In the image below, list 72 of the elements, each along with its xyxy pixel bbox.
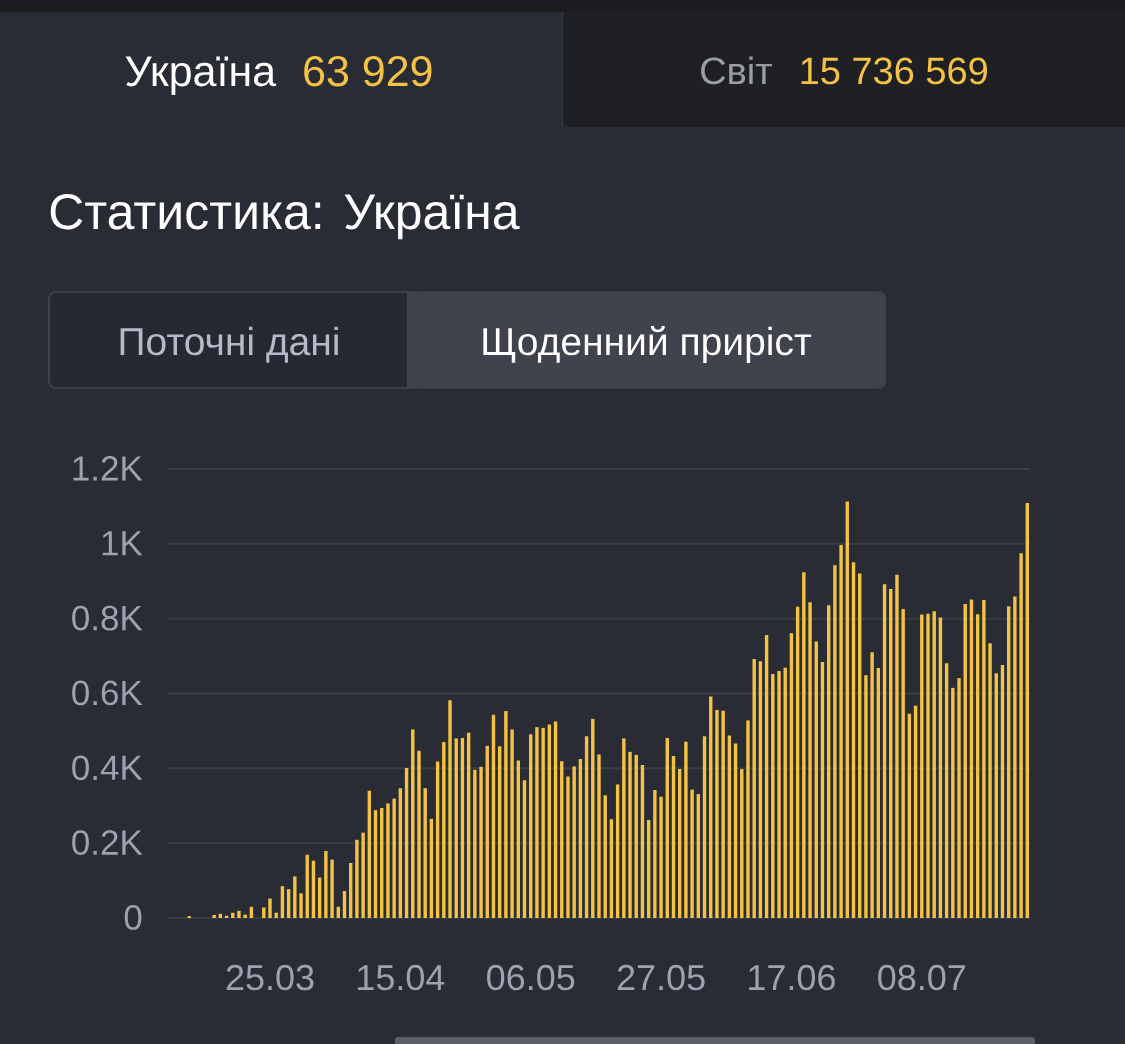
bar <box>541 727 545 918</box>
text: Поточні дані <box>120 326 338 363</box>
bar <box>361 832 365 918</box>
bar <box>212 914 216 918</box>
text: Світ <box>701 56 772 85</box>
bar <box>777 671 781 918</box>
bar <box>572 766 576 918</box>
bar <box>330 859 334 918</box>
chart-title: Статистика: Україна <box>50 194 520 240</box>
y-tick-label: 0.2K <box>72 830 143 855</box>
bar <box>597 754 601 918</box>
bar <box>628 751 632 918</box>
bar <box>715 709 719 918</box>
bar <box>566 776 570 918</box>
y-tick-label: 0.6K <box>72 680 143 706</box>
bar <box>417 750 421 918</box>
bar <box>901 608 905 918</box>
bar <box>268 898 272 918</box>
bar <box>802 572 806 918</box>
bar <box>473 769 477 918</box>
bar <box>926 613 930 918</box>
bar <box>721 710 725 918</box>
text: Україна <box>125 56 277 95</box>
bar <box>243 914 247 918</box>
bar <box>386 803 390 918</box>
bar <box>622 738 626 918</box>
y-tick-label: 1.2K <box>73 456 143 481</box>
bar <box>864 675 868 918</box>
bar <box>1013 596 1017 918</box>
bar <box>895 574 899 918</box>
y-tick-label: 0 <box>124 905 142 930</box>
bar <box>442 742 446 918</box>
bar <box>355 839 359 918</box>
bar <box>237 910 241 918</box>
bar <box>653 790 657 918</box>
x-tick-label: 25.03 <box>226 964 314 991</box>
bar <box>392 798 396 918</box>
bar <box>479 766 483 918</box>
x-tick-label: 15.04 <box>358 964 445 991</box>
bar <box>510 729 514 918</box>
bar <box>870 652 874 918</box>
bar <box>833 565 837 918</box>
bar <box>423 788 427 918</box>
bar <box>957 678 961 918</box>
bar <box>982 599 986 918</box>
bar <box>771 674 775 918</box>
bar <box>752 659 756 918</box>
y-tick-label: 0.8K <box>72 605 143 631</box>
x-tick-label: 08.07 <box>878 964 966 991</box>
bar <box>659 796 663 918</box>
text: Щоденний приріст <box>483 326 812 364</box>
text: 63 929 <box>304 55 432 87</box>
bar <box>504 711 508 918</box>
x-tick-label: 06.05 <box>487 964 575 991</box>
x-tick-label: 17.06 <box>749 964 835 991</box>
bar <box>1019 553 1023 918</box>
bar <box>293 876 297 918</box>
bar <box>299 893 303 918</box>
bar <box>839 544 843 918</box>
bar <box>690 789 694 918</box>
bar <box>448 700 452 918</box>
y-tick-label: 1K <box>102 531 143 556</box>
bar <box>324 851 328 918</box>
x-tick-label: 27.05 <box>617 964 705 991</box>
bar <box>684 741 688 918</box>
y-tick-label: 0.4K <box>72 755 143 781</box>
bar <box>951 687 955 918</box>
bar <box>808 602 812 918</box>
text: 15 736 569 <box>801 57 987 85</box>
bar <box>988 643 992 918</box>
bar <box>746 720 750 918</box>
bar <box>535 727 539 918</box>
